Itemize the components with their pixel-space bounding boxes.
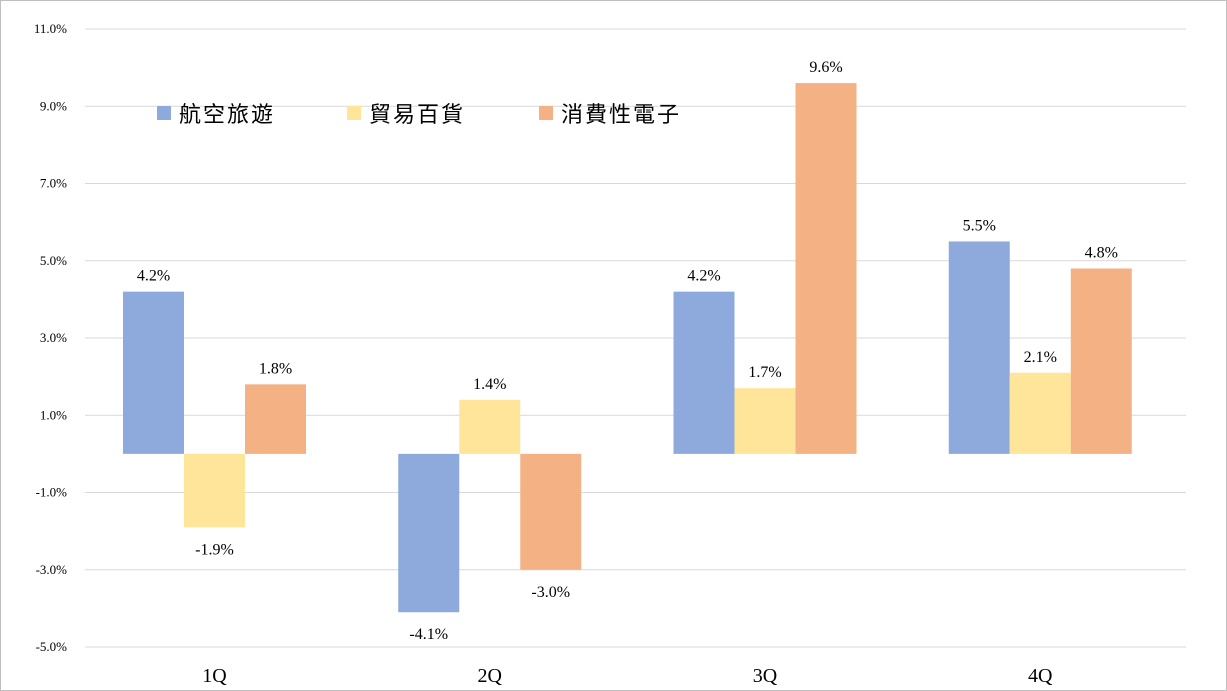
y-tick-label: 3.0% [40, 330, 67, 345]
bar [520, 453, 582, 570]
y-tick-label: 9.0% [40, 98, 67, 113]
legend-label: 貿易百貨 [369, 103, 465, 128]
bar [123, 291, 184, 454]
y-tick-label: 7.0% [40, 176, 67, 191]
data-label: 4.2% [687, 268, 720, 285]
y-axis-ticks: 11.0% 9.0% 7.0% 5.0% 3.0% 1.0% -1.0% -3.0% -5.0% [34, 21, 67, 654]
legend-swatch [157, 106, 171, 120]
y-tick-label: -5.0% [36, 639, 68, 654]
bar [1009, 372, 1071, 454]
legend-label: 航空旅遊 [179, 103, 275, 128]
x-category-label: 2Q [478, 665, 503, 687]
data-label: 4.8% [1085, 244, 1118, 261]
data-label: -1.9% [195, 541, 234, 558]
y-tick-label: -3.0% [36, 562, 68, 577]
y-tick-label: 1.0% [40, 407, 67, 422]
bar [948, 241, 1010, 454]
data-label: 5.5% [963, 217, 996, 234]
data-label: 1.7% [748, 364, 781, 381]
data-label: 1.8% [259, 360, 292, 377]
bar [459, 399, 521, 454]
bar [734, 388, 796, 454]
data-label: 2.1% [1024, 349, 1057, 366]
legend: 航空旅遊 貿易百貨 消費性電子 [157, 103, 681, 128]
legend-swatch [539, 106, 553, 120]
data-label: -4.1% [409, 626, 448, 643]
data-label: -3.0% [531, 584, 570, 601]
bars [123, 83, 1132, 613]
bar [673, 291, 735, 454]
data-labels: 4.2% -4.1% 4.2% 5.5% -1.9% 1.4% 1.7% 2.1% 1.8% -3… [137, 59, 1118, 643]
bar [184, 453, 245, 528]
legend-swatch [347, 106, 361, 120]
bar [1070, 268, 1132, 454]
x-axis-categories: 1Q 2Q 3Q 4Q [202, 665, 1053, 687]
x-category-label: 1Q [202, 665, 227, 687]
legend-label: 消費性電子 [561, 103, 681, 128]
y-tick-label: 5.0% [40, 253, 67, 268]
y-tick-label: 11.0% [34, 21, 67, 36]
y-tick-label: -1.0% [36, 485, 68, 500]
data-label: 4.2% [137, 268, 170, 285]
data-label: 9.6% [809, 59, 842, 76]
data-label: 1.4% [473, 376, 506, 393]
bar [245, 384, 306, 454]
x-category-label: 3Q [753, 665, 778, 687]
bar [795, 83, 857, 454]
x-category-label: 4Q [1028, 665, 1053, 687]
bar [398, 453, 460, 613]
